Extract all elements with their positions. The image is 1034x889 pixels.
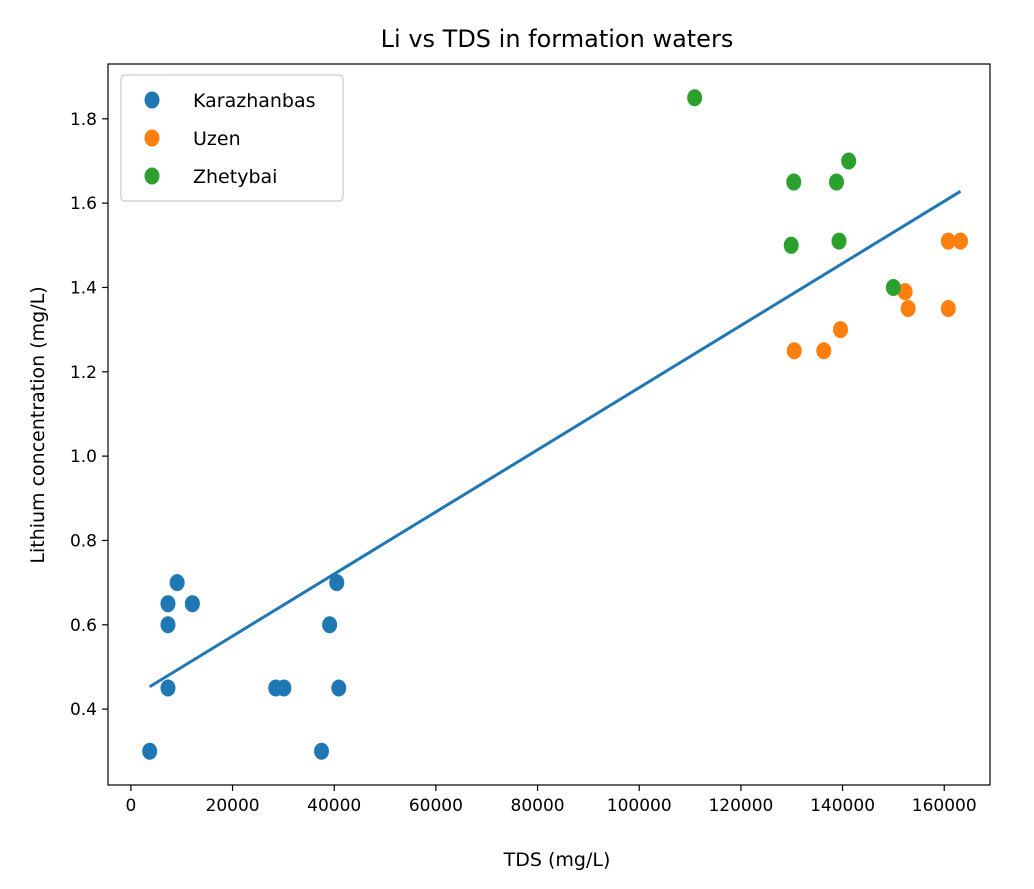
legend-label-karazhanbas: Karazhanbas [193,90,316,112]
x-tick-label: 140000 [810,796,875,816]
point-uzen-3 [833,321,849,339]
y-axis-label: Lithium concentration (mg/L) [27,286,49,563]
x-tick-label: 120000 [708,796,773,816]
trend-line [148,190,962,689]
point-karazhanbas-9 [314,742,330,760]
y-tick-label: 1.8 [70,110,97,130]
axes: 0 20000 40000 60000 80000 100000 120000 140000 1… [70,110,977,816]
legend-label-uzen: Uzen [193,128,241,150]
point-karazhanbas-2 [160,679,176,697]
legend: Karazhanbas Uzen Zhetybai [120,74,344,202]
point-uzen-2 [816,342,832,360]
point-zhetybai-7 [885,278,901,296]
point-zhetybai-2 [783,236,799,254]
point-karazhanbas-12 [331,679,347,697]
point-zhetybai-5 [831,232,847,250]
point-karazhanbas-5 [169,574,185,592]
point-karazhanbas-6 [184,595,200,613]
x-tick-label: 80000 [511,796,565,816]
y-tick-label: 0.6 [70,616,97,636]
point-zhetybai-3 [786,173,802,191]
point-karazhanbas-11 [329,574,345,592]
point-karazhanbas-1 [142,742,158,760]
y-tick-label: 1.0 [70,447,97,467]
legend-box [120,74,344,202]
point-karazhanbas-3 [160,616,176,634]
point-uzen-5 [900,300,916,318]
point-uzen-6 [940,300,956,318]
x-tick-label: 160000 [912,796,977,816]
point-karazhanbas-10 [322,616,338,634]
x-tick-label: 20000 [206,796,260,816]
legend-marker-uzen [144,129,160,147]
x-tick-label: 40000 [307,796,361,816]
legend-marker-karazhanbas [144,91,160,109]
point-zhetybai-1 [687,89,703,107]
y-tick-label: 1.6 [70,194,97,214]
legend-label-zhetybai: Zhetybai [193,166,277,188]
plot-frame [107,63,991,786]
point-karazhanbas-4 [160,595,176,613]
point-karazhanbas-8 [276,679,292,697]
point-uzen-8 [953,232,969,250]
y-tick-label: 0.8 [70,531,97,551]
x-tick-label: 60000 [409,796,463,816]
point-zhetybai-4 [828,173,844,191]
point-uzen-4 [897,283,913,301]
point-zhetybai-6 [841,152,857,170]
y-tick-label: 1.4 [70,278,97,298]
x-tick-label: 0 [125,796,136,816]
chart-title: Li vs TDS in formation waters [381,25,734,53]
point-uzen-1 [786,342,802,360]
y-tick-label: 1.2 [70,363,97,383]
plot-area [142,89,969,760]
y-tick-label: 0.4 [70,700,97,720]
x-axis-label: TDS (mg/L) [503,849,611,871]
x-tick-label: 100000 [607,796,672,816]
legend-marker-zhetybai [144,167,160,185]
point-uzen-7 [940,232,956,250]
